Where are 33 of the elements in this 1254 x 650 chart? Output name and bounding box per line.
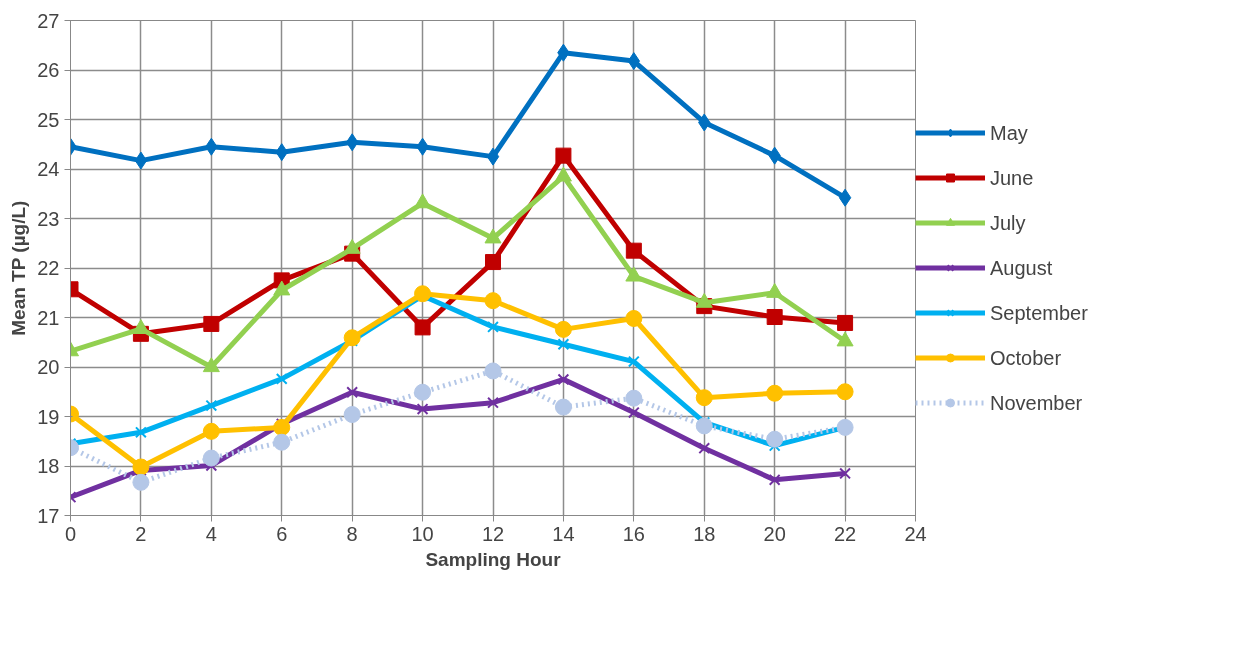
legend-label: June xyxy=(990,166,1035,189)
x-tick-label: 6 xyxy=(276,522,288,545)
legend-label: May xyxy=(990,121,1029,144)
legend-label: August xyxy=(990,256,1054,279)
x-tick-label: 20 xyxy=(763,522,786,545)
x-tick-label: 8 xyxy=(346,522,358,545)
y-tick-label: 21 xyxy=(37,306,60,329)
x-tick-label: 10 xyxy=(411,522,434,545)
x-tick-label: 0 xyxy=(64,522,77,545)
x-tick-label: 14 xyxy=(552,522,575,545)
x-tick-label: 18 xyxy=(693,522,716,545)
x-tick-label: 2 xyxy=(135,522,147,545)
legend-label: July xyxy=(990,211,1027,234)
x-tick-label: 4 xyxy=(205,522,217,545)
y-tick-label: 22 xyxy=(37,257,60,279)
y-tick-label: 26 xyxy=(37,59,60,81)
x-tick-label: 24 xyxy=(904,522,927,545)
y-tick-label: 24 xyxy=(37,158,60,180)
x-tick-label: 12 xyxy=(481,522,505,545)
y-axis-title: Mean TP (µg/L) xyxy=(8,200,30,336)
x-tick-label: 16 xyxy=(622,522,645,545)
y-tick-label: 25 xyxy=(37,108,60,131)
y-tick-label: 20 xyxy=(37,356,60,378)
y-tick-label: 23 xyxy=(37,207,60,230)
y-tick-label: 18 xyxy=(37,455,60,477)
y-tick-label: 19 xyxy=(37,405,60,428)
legend-label: October xyxy=(990,346,1063,369)
x-axis-title: Sampling Hour xyxy=(425,548,562,570)
legend-label: November xyxy=(990,391,1084,414)
x-tick-label: 22 xyxy=(833,522,857,545)
y-tick-label: 27 xyxy=(37,9,60,32)
y-tick-label: 17 xyxy=(37,504,60,527)
legend-label: September xyxy=(990,301,1089,324)
